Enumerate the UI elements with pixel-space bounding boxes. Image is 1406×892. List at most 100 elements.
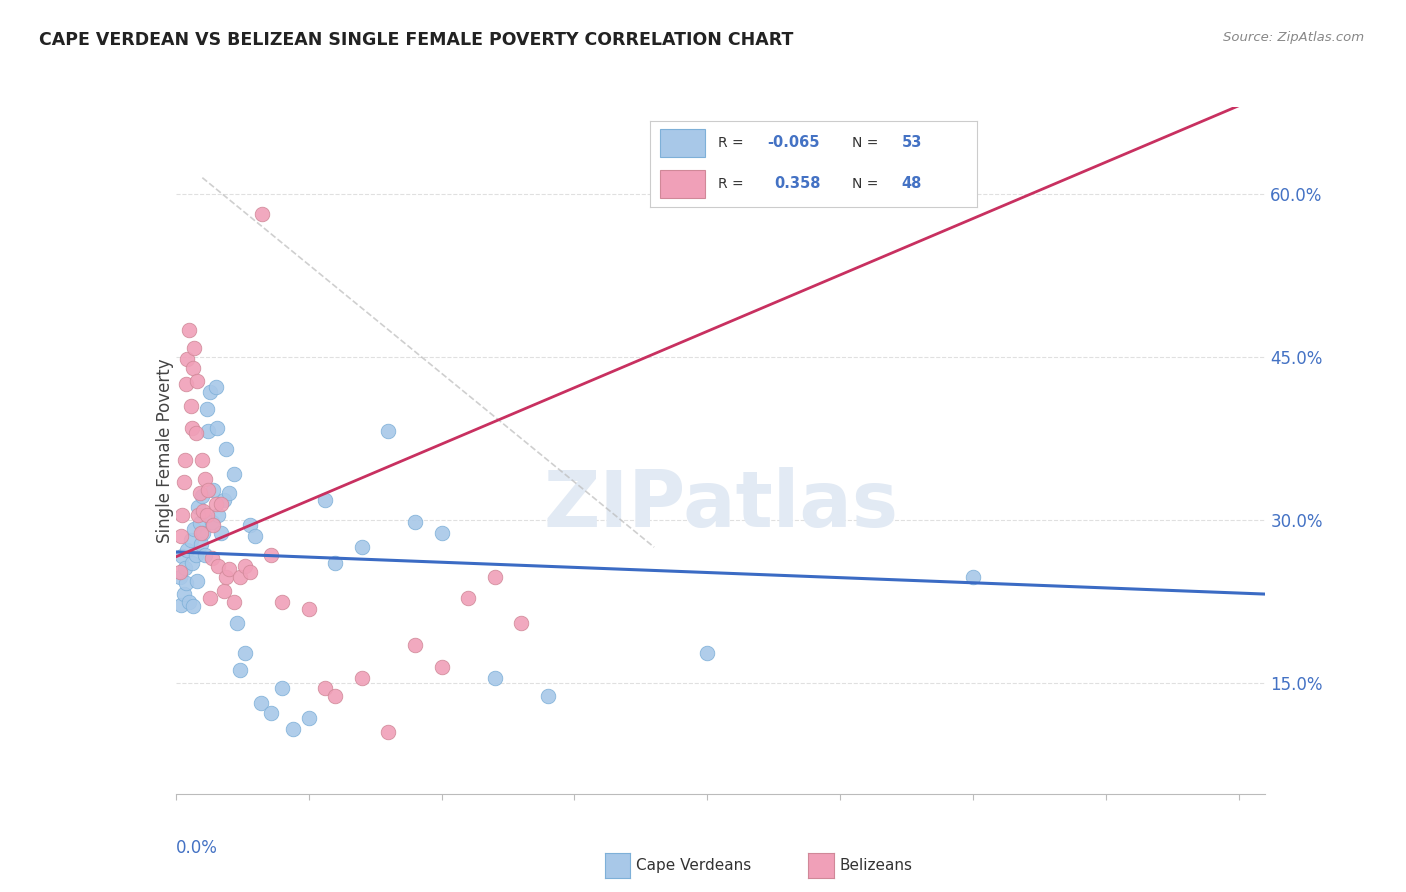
Point [484, 569, 506, 583]
Point [177, 323, 200, 337]
Text: 0.0%: 0.0% [176, 838, 218, 856]
Point [224, 467, 246, 482]
Point [193, 526, 215, 541]
Point [298, 711, 321, 725]
Point [537, 689, 560, 703]
Point [180, 399, 202, 413]
Y-axis label: Single Female Poverty: Single Female Poverty [156, 359, 173, 542]
Point [186, 374, 208, 388]
Point [260, 548, 283, 562]
Point [169, 565, 191, 579]
Point [193, 504, 215, 518]
Point [224, 594, 246, 608]
Text: Source: ZipAtlas.com: Source: ZipAtlas.com [1223, 31, 1364, 45]
Point [212, 583, 235, 598]
Point [430, 659, 453, 673]
Point [176, 377, 198, 392]
Point [314, 493, 336, 508]
Point [239, 565, 262, 579]
Point [173, 587, 195, 601]
Point [194, 472, 217, 486]
Point [195, 402, 218, 417]
Point [404, 515, 426, 529]
Point [228, 663, 250, 677]
Point [170, 529, 193, 543]
Point [404, 638, 426, 652]
Point [314, 681, 336, 696]
Point [186, 574, 208, 588]
Point [245, 529, 267, 543]
Point [188, 516, 211, 531]
Text: ZIPatlas: ZIPatlas [543, 467, 898, 543]
Point [215, 442, 238, 457]
Point [225, 616, 247, 631]
Point [188, 486, 211, 500]
Point [271, 594, 294, 608]
Point [205, 420, 228, 434]
Point [190, 537, 212, 551]
Point [180, 533, 202, 547]
Point [204, 497, 226, 511]
Point [239, 518, 262, 533]
Text: Belizeans: Belizeans [839, 858, 912, 872]
Point [323, 689, 346, 703]
Point [250, 206, 273, 220]
Point [183, 341, 205, 355]
Point [170, 598, 193, 612]
Point [181, 360, 204, 375]
Point [204, 380, 226, 394]
Point [350, 671, 373, 685]
Point [323, 557, 346, 571]
Point [176, 576, 198, 591]
Point [281, 722, 304, 736]
Point [169, 569, 191, 583]
Point [172, 549, 194, 563]
Point [510, 616, 533, 631]
Point [233, 646, 256, 660]
Point [180, 557, 202, 571]
Point [201, 518, 224, 533]
Point [249, 696, 271, 710]
Point [201, 515, 224, 529]
Point [197, 483, 219, 497]
Point [218, 562, 240, 576]
Point [195, 508, 218, 522]
Point [180, 420, 202, 434]
Point [430, 526, 453, 541]
Point [177, 594, 200, 608]
Point [174, 561, 197, 575]
Point [207, 508, 229, 522]
Point [298, 602, 321, 616]
Point [484, 671, 506, 685]
Point [228, 569, 250, 583]
Point [184, 426, 207, 441]
Text: Cape Verdeans: Cape Verdeans [636, 858, 751, 872]
Point [197, 424, 219, 438]
Point [187, 508, 209, 522]
Point [173, 475, 195, 489]
Point [212, 493, 235, 508]
Point [184, 548, 207, 562]
Point [187, 500, 209, 514]
Point [200, 384, 222, 399]
Point [962, 569, 984, 583]
Point [201, 483, 224, 497]
Point [174, 453, 197, 467]
Point [215, 569, 238, 583]
Point [233, 558, 256, 573]
Point [377, 424, 399, 438]
Point [191, 453, 214, 467]
Point [181, 599, 204, 613]
Point [183, 522, 205, 536]
Point [200, 591, 222, 606]
Point [190, 526, 212, 541]
Point [377, 725, 399, 739]
Point [271, 681, 294, 696]
Point [194, 548, 217, 562]
Point [176, 352, 198, 367]
Point [457, 591, 479, 606]
Point [350, 540, 373, 554]
Point [218, 486, 240, 500]
Point [260, 706, 283, 721]
Point [176, 543, 198, 558]
